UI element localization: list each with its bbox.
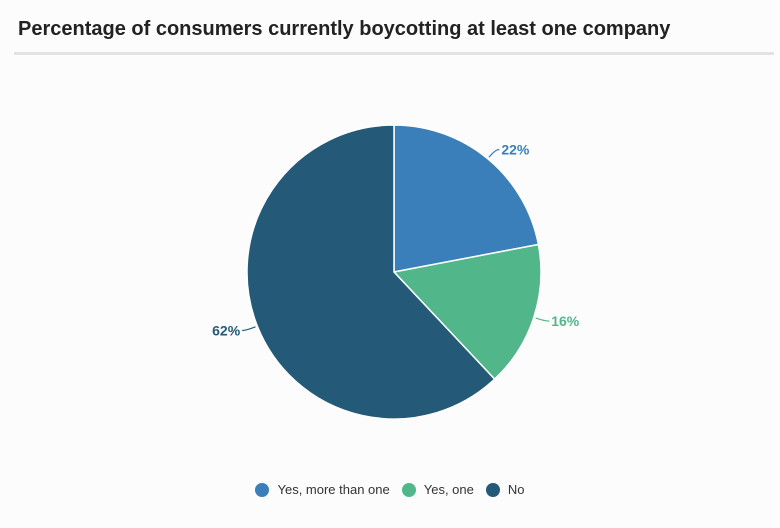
data-label-no: 62% [212,323,241,339]
chart-title: Percentage of consumers currently boycot… [18,18,671,40]
pie-slice-no [246,124,496,420]
pie-slice-yes-one [392,243,542,381]
title-divider [14,52,774,55]
legend-item-yes-one: Yes, one [401,482,474,497]
legend-label-yes-one: Yes, one [423,482,474,497]
chart-legend: Yes, more than one Yes, one No [0,482,780,497]
legend-swatch-yes-one [401,482,416,497]
data-label-yes-one: 16% [551,313,580,329]
legend-item-no: No [485,482,525,497]
label-connector-yes-one [535,317,550,322]
data-label-yes-more-than-one: 22% [501,141,530,157]
label-connector-no [242,326,256,332]
legend-swatch-yes-more-than-one [255,482,270,497]
legend-swatch-no [485,482,500,497]
legend-item-yes-more-than-one: Yes, more than one [255,482,390,497]
label-connector-yes-more-than-one [488,148,500,158]
legend-label-no: No [507,482,525,497]
pie-slice-yes-more-than-one [393,124,540,273]
legend-label-yes-more-than-one: Yes, more than one [277,482,390,497]
